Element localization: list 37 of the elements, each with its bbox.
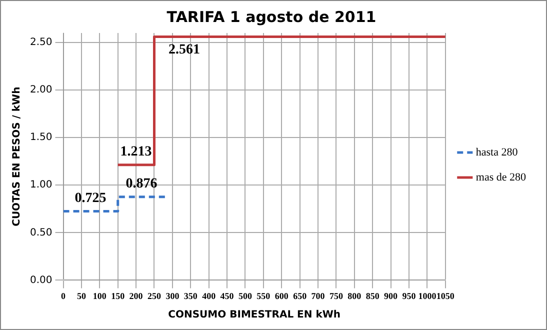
chart-title: TARIFA 1 agosto de 2011	[166, 8, 376, 26]
data-label: 1.213	[120, 144, 152, 160]
y-tick-label: 1.50	[30, 132, 52, 144]
x-tick-label: 550	[256, 290, 271, 301]
x-tick-label: 750	[329, 290, 344, 301]
x-tick-label: 0	[61, 290, 66, 301]
legend-label: mas de 280	[476, 171, 526, 184]
x-tick-label: 950	[402, 290, 416, 301]
x-tick-label: 600	[274, 290, 289, 301]
x-tick-label: 500	[238, 290, 252, 301]
y-tick-label: 0.50	[30, 227, 52, 238]
x-tick-label: 100	[92, 290, 107, 301]
data-label: 2.561	[168, 42, 200, 58]
x-tick-label: 900	[384, 290, 398, 301]
x-tick-label: 700	[311, 290, 326, 301]
y-tick-label: 0.00	[30, 274, 52, 286]
x-tick-label: 300	[166, 290, 180, 301]
x-tick-label: 1050	[436, 290, 455, 301]
x-tick-label: 850	[366, 290, 380, 301]
x-tick-label: 150	[111, 290, 126, 301]
x-tick-label: 450	[220, 290, 234, 301]
x-tick-label: 400	[202, 290, 216, 301]
data-label: 0.725	[74, 190, 106, 206]
y-tick-label: 2.00	[30, 84, 52, 96]
x-tick-label: 250	[148, 290, 162, 301]
y-tick-label: 1.00	[30, 180, 52, 191]
y-tick-label: 2.50	[30, 37, 52, 48]
x-tick-label: 200	[129, 290, 144, 301]
y-axis-title: CUOTAS EN PESOS / kWh	[12, 86, 23, 226]
legend-label: hasta 280	[476, 146, 518, 158]
x-tick-label: 50	[76, 290, 86, 301]
x-tick-label: 800	[348, 290, 362, 301]
x-tick-label: 1000	[418, 290, 437, 301]
x-tick-label: 650	[293, 290, 308, 301]
data-label: 0.876	[126, 176, 158, 192]
x-axis-title: CONSUMO BIMESTRAL EN kWh	[168, 310, 341, 321]
x-tick-label: 350	[184, 290, 198, 301]
